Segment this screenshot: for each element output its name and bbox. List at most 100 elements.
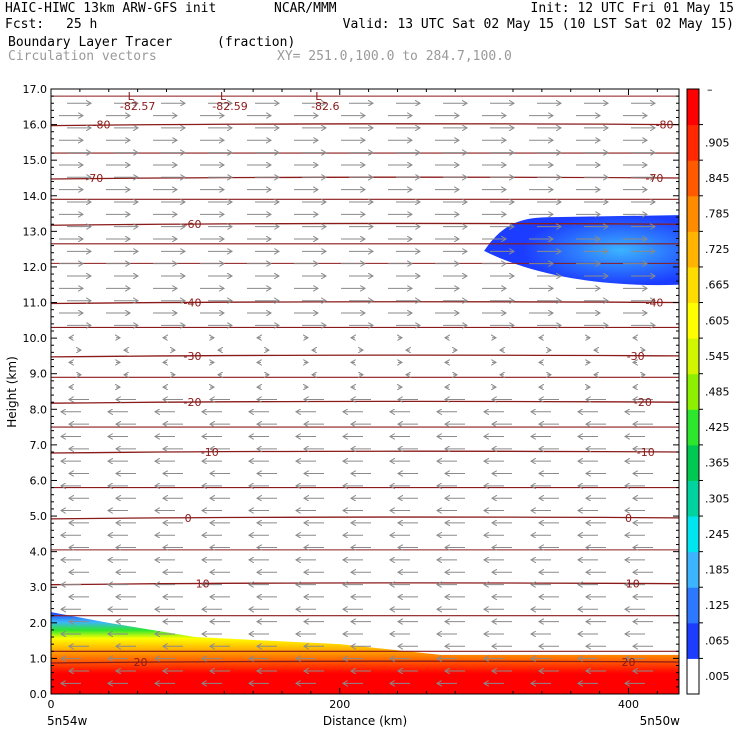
y-tick-label: 10.0 <box>23 332 48 345</box>
isotherm-line <box>50 354 680 358</box>
colorbar-label: .725 <box>705 243 730 256</box>
minimum-marker: L <box>220 90 227 103</box>
y-tick-label: 12.0 <box>23 261 48 274</box>
colorbar-swatch <box>687 409 699 446</box>
isotherm-label: -20 <box>634 396 652 409</box>
colorbar-swatch <box>687 195 699 232</box>
isotherm-label: -70 <box>85 172 103 185</box>
y-tick-label: 3.0 <box>30 581 48 594</box>
isotherm-label: 0 <box>185 512 192 525</box>
minimum-value: -82.6 <box>311 100 339 113</box>
colorbar-label: .365 <box>705 457 730 470</box>
x-axis-label: Distance (km) <box>323 714 407 728</box>
colorbar-swatch <box>687 338 699 375</box>
fcst-label: Fcst: <box>5 17 45 32</box>
isotherm-label: 10 <box>626 578 640 591</box>
y-axis-label: Height (km) <box>5 356 19 427</box>
isotherm-label: -10 <box>637 446 655 459</box>
y-tick-label: 1.0 <box>30 652 48 665</box>
isotherm-line <box>50 400 680 404</box>
colorbar-label: .485 <box>705 386 730 399</box>
isotherm-line <box>50 660 680 664</box>
y-tick-label: 2.0 <box>30 617 48 630</box>
x-left-endpoint: 5n54w <box>47 714 88 728</box>
y-tick-label: 0.0 <box>30 688 48 701</box>
colorbar-label: .245 <box>705 528 730 541</box>
colorbar-swatch <box>687 444 699 481</box>
init-time: Init: 12 UTC Fri 01 May 15 <box>530 1 735 16</box>
plot-frame <box>50 88 680 695</box>
fcst-value: 25 h <box>66 17 98 32</box>
colorbar-swatch <box>687 231 699 268</box>
colorbar-swatch <box>687 551 699 588</box>
isotherm-line <box>50 582 680 586</box>
isotherm-label: -40 <box>645 297 663 310</box>
colorbar-label: .185 <box>705 563 730 576</box>
colorbar-frame <box>686 88 700 695</box>
isotherm-label: -10 <box>201 446 219 459</box>
x-tick-label: 0 <box>48 698 55 711</box>
colorbar-swatch <box>687 373 699 410</box>
colorbar-label: .905 <box>705 136 730 149</box>
y-tick-label: 13.0 <box>23 225 48 238</box>
x-right-endpoint: 5n50w <box>640 714 681 728</box>
field-name: Boundary Layer Tracer <box>8 35 173 50</box>
x-tick-label: 200 <box>329 698 350 711</box>
isotherm-label: -80 <box>656 119 674 132</box>
isotherm-line <box>50 301 680 305</box>
model-title: HAIC-HIWC 13km ARW-GFS init <box>5 1 217 16</box>
isotherm-label: 20 <box>621 656 635 669</box>
colorbar-label: .125 <box>705 599 730 612</box>
isotherm-label: 20 <box>134 656 148 669</box>
y-tick-label: 8.0 <box>30 403 48 416</box>
colorbar-label: .785 <box>705 208 730 221</box>
vector-label: Circulation vectors <box>8 49 157 64</box>
colorbar-swatch <box>687 622 699 659</box>
colorbar-swatch <box>687 587 699 624</box>
y-tick-label: 7.0 <box>30 439 48 452</box>
isotherm-label: -40 <box>183 297 201 310</box>
colorbar-swatch <box>687 480 699 517</box>
y-tick-label: 15.0 <box>23 154 48 167</box>
minimum-marker: L <box>315 90 322 103</box>
y-tick-label: 9.0 <box>30 368 48 381</box>
isotherm-line <box>50 516 680 520</box>
y-tick-label: 4.0 <box>30 546 48 559</box>
y-tick-label: 16.0 <box>23 119 48 132</box>
colorbar-label: .845 <box>705 172 730 185</box>
isotherm-label: -30 <box>183 350 201 363</box>
colorbar-label: .305 <box>705 492 730 505</box>
colorbar-swatch <box>687 160 699 197</box>
valid-time: Valid: 13 UTC Sat 02 May 15 (10 LST Sat … <box>342 17 734 32</box>
isotherm-line <box>50 450 680 454</box>
isotherm-line <box>50 123 680 127</box>
colorbar-top-label: – <box>707 83 713 96</box>
colorbar-label: .425 <box>705 421 730 434</box>
isotherm-label: -30 <box>627 350 645 363</box>
minimum-value: -82.59 <box>212 100 247 113</box>
colorbar-label: .005 <box>705 670 730 683</box>
y-tick-label: 14.0 <box>23 190 48 203</box>
isotherm-label: 10 <box>196 578 210 591</box>
isotherm-label: -70 <box>645 172 663 185</box>
colorbar-swatch <box>687 266 699 304</box>
colorbar-swatch <box>687 516 699 553</box>
field-units: (fraction) <box>217 35 296 50</box>
isotherm-label: 0 <box>625 512 632 525</box>
xsec-label: XY= 251.0,100.0 to 284.7,100.0 <box>277 49 512 64</box>
minimum-marker: L <box>128 90 135 103</box>
isotherm-label: -60 <box>183 218 201 231</box>
y-tick-label: 6.0 <box>30 474 48 487</box>
y-tick-label: 17.0 <box>23 83 48 96</box>
y-tick-label: 5.0 <box>30 510 48 523</box>
colorbar-swatch <box>687 124 699 161</box>
tracer-surface-layer <box>51 612 679 694</box>
minimum-value: -82.57 <box>120 100 155 113</box>
colorbar-label: .665 <box>705 279 730 292</box>
tracer-upper-plume <box>484 215 679 286</box>
isotherm-label: -20 <box>183 396 201 409</box>
colorbar-swatch <box>687 302 699 339</box>
isotherm-label: -80 <box>93 119 111 132</box>
y-tick-label: 11.0 <box>23 297 48 310</box>
